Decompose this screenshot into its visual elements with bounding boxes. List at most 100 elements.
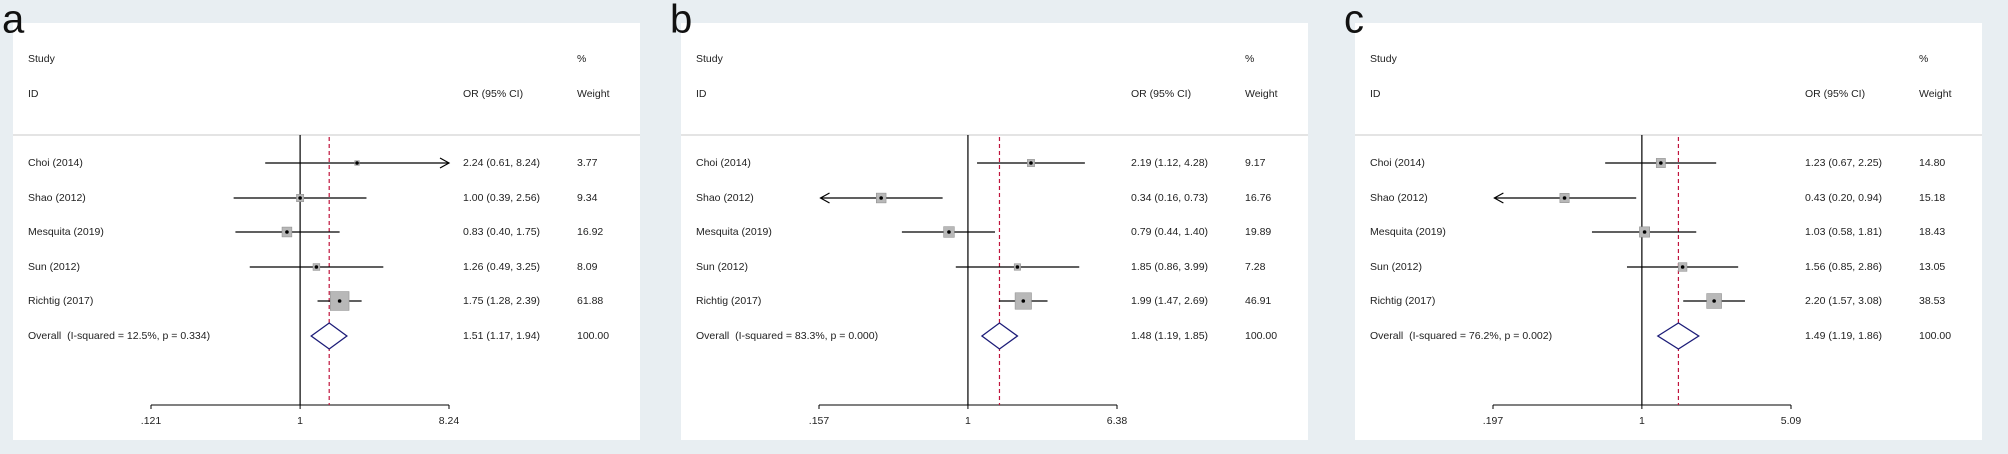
header-id: ID [28, 88, 39, 100]
overall-diamond [1656, 322, 1700, 350]
weight-label: 15.18 [1919, 192, 1945, 204]
ci-arrow [819, 192, 830, 204]
header-pct: % [577, 53, 586, 65]
header-weight: Weight [1919, 88, 1952, 100]
point-estimate [1680, 265, 1685, 269]
study-name: Choi (2014) [696, 157, 751, 169]
study-name: Richtig (2017) [28, 295, 93, 307]
weight-label: 19.89 [1245, 226, 1271, 238]
header-id: ID [1370, 88, 1381, 100]
x-tick-label: 5.09 [1781, 415, 1802, 427]
panel-label: c [1344, 0, 1364, 42]
point-estimate [879, 196, 883, 200]
overall-effect-label: 1.49 (1.19, 1.86) [1805, 330, 1882, 342]
point-estimate [947, 230, 951, 234]
point-estimate [337, 299, 342, 303]
x-tick-label: 1 [1639, 415, 1645, 427]
overall-diamond [310, 322, 348, 350]
header-weight: Weight [577, 88, 610, 100]
weight-label: 9.34 [577, 192, 598, 204]
overall-weight-label: 100.00 [1919, 330, 1951, 342]
effect-label: 0.83 (0.40, 1.75) [463, 226, 540, 238]
overall-effect-label: 1.51 (1.17, 1.94) [463, 330, 540, 342]
overall-effect-label: 1.48 (1.19, 1.85) [1131, 330, 1208, 342]
x-tick-label: 1 [297, 415, 303, 427]
study-name: Choi (2014) [1370, 157, 1425, 169]
weight-label: 18.43 [1919, 226, 1945, 238]
study-name: Mesquita (2019) [28, 226, 104, 238]
header-effect: OR (95% CI) [463, 88, 523, 100]
header-pct: % [1245, 53, 1254, 65]
study-name: Choi (2014) [28, 157, 83, 169]
x-tick-label: 1 [965, 415, 971, 427]
effect-label: 0.79 (0.44, 1.40) [1131, 226, 1208, 238]
study-name: Shao (2012) [28, 192, 86, 204]
effect-label: 1.03 (0.58, 1.81) [1805, 226, 1882, 238]
x-tick-label: .157 [809, 415, 830, 427]
study-name: Mesquita (2019) [696, 226, 772, 238]
x-tick-label: 6.38 [1107, 415, 1128, 427]
effect-label: 0.43 (0.20, 0.94) [1805, 192, 1882, 204]
panel-label: b [670, 0, 692, 42]
ci-arrow [1493, 192, 1504, 204]
overall-weight-label: 100.00 [1245, 330, 1277, 342]
effect-label: 1.56 (0.85, 2.86) [1805, 261, 1882, 273]
point-estimate [1029, 161, 1033, 165]
header-effect: OR (95% CI) [1131, 88, 1191, 100]
weight-label: 16.92 [577, 226, 603, 238]
overall-label: Overall (I-squared = 76.2%, p = 0.002) [1370, 330, 1552, 342]
weight-label: 3.77 [577, 157, 598, 169]
study-name: Sun (2012) [28, 261, 80, 273]
weight-label: 16.76 [1245, 192, 1271, 204]
point-estimate [355, 161, 359, 165]
forest-panel: c Study ID OR (95% CI)% Weight .197 1 5.09 Choi … [1344, 0, 1982, 440]
header-weight: Weight [1245, 88, 1278, 100]
weight-label: 9.17 [1245, 157, 1266, 169]
point-estimate [314, 265, 319, 269]
header-id: ID [696, 88, 707, 100]
point-estimate [285, 230, 289, 234]
effect-label: 2.24 (0.61, 8.24) [463, 157, 540, 169]
overall-weight-label: 100.00 [577, 330, 609, 342]
effect-label: 1.99 (1.47, 2.69) [1131, 295, 1208, 307]
panel-label: a [2, 0, 25, 42]
effect-label: 2.19 (1.12, 4.28) [1131, 157, 1208, 169]
effect-label: 1.00 (0.39, 2.56) [463, 192, 540, 204]
effect-label: 0.34 (0.16, 0.73) [1131, 192, 1208, 204]
effect-label: 1.26 (0.49, 3.25) [463, 261, 540, 273]
point-estimate [1015, 265, 1020, 269]
weight-label: 7.28 [1245, 261, 1266, 273]
overall-diamond [980, 322, 1019, 350]
point-estimate [1562, 196, 1567, 200]
point-estimate [1712, 299, 1716, 303]
point-estimate [1659, 161, 1663, 165]
weight-label: 46.91 [1245, 295, 1271, 307]
header-study: Study [696, 53, 724, 65]
header-study: Study [28, 53, 56, 65]
effect-label: 1.23 (0.67, 2.25) [1805, 157, 1882, 169]
forest-panel: b Study ID OR (95% CI)% Weight .157 1 6.38 Choi … [670, 0, 1308, 440]
study-name: Mesquita (2019) [1370, 226, 1446, 238]
study-name: Richtig (2017) [1370, 295, 1435, 307]
study-name: Shao (2012) [696, 192, 754, 204]
effect-label: 1.85 (0.86, 3.99) [1131, 261, 1208, 273]
point-estimate [1642, 230, 1647, 234]
header-effect: OR (95% CI) [1805, 88, 1865, 100]
header-study: Study [1370, 53, 1398, 65]
study-name: Shao (2012) [1370, 192, 1428, 204]
weight-label: 8.09 [577, 261, 598, 273]
overall-label: Overall (I-squared = 83.3%, p = 0.000) [696, 330, 878, 342]
weight-label: 13.05 [1919, 261, 1945, 273]
weight-label: 14.80 [1919, 157, 1945, 169]
x-tick-label: .121 [141, 415, 162, 427]
weight-label: 61.88 [577, 295, 603, 307]
study-name: Sun (2012) [1370, 261, 1422, 273]
study-name: Sun (2012) [696, 261, 748, 273]
x-tick-label: .197 [1483, 415, 1504, 427]
effect-label: 2.20 (1.57, 3.08) [1805, 295, 1882, 307]
point-estimate [298, 196, 302, 200]
ci-arrow [439, 157, 451, 169]
point-estimate [1021, 299, 1026, 303]
effect-label: 1.75 (1.28, 2.39) [463, 295, 540, 307]
